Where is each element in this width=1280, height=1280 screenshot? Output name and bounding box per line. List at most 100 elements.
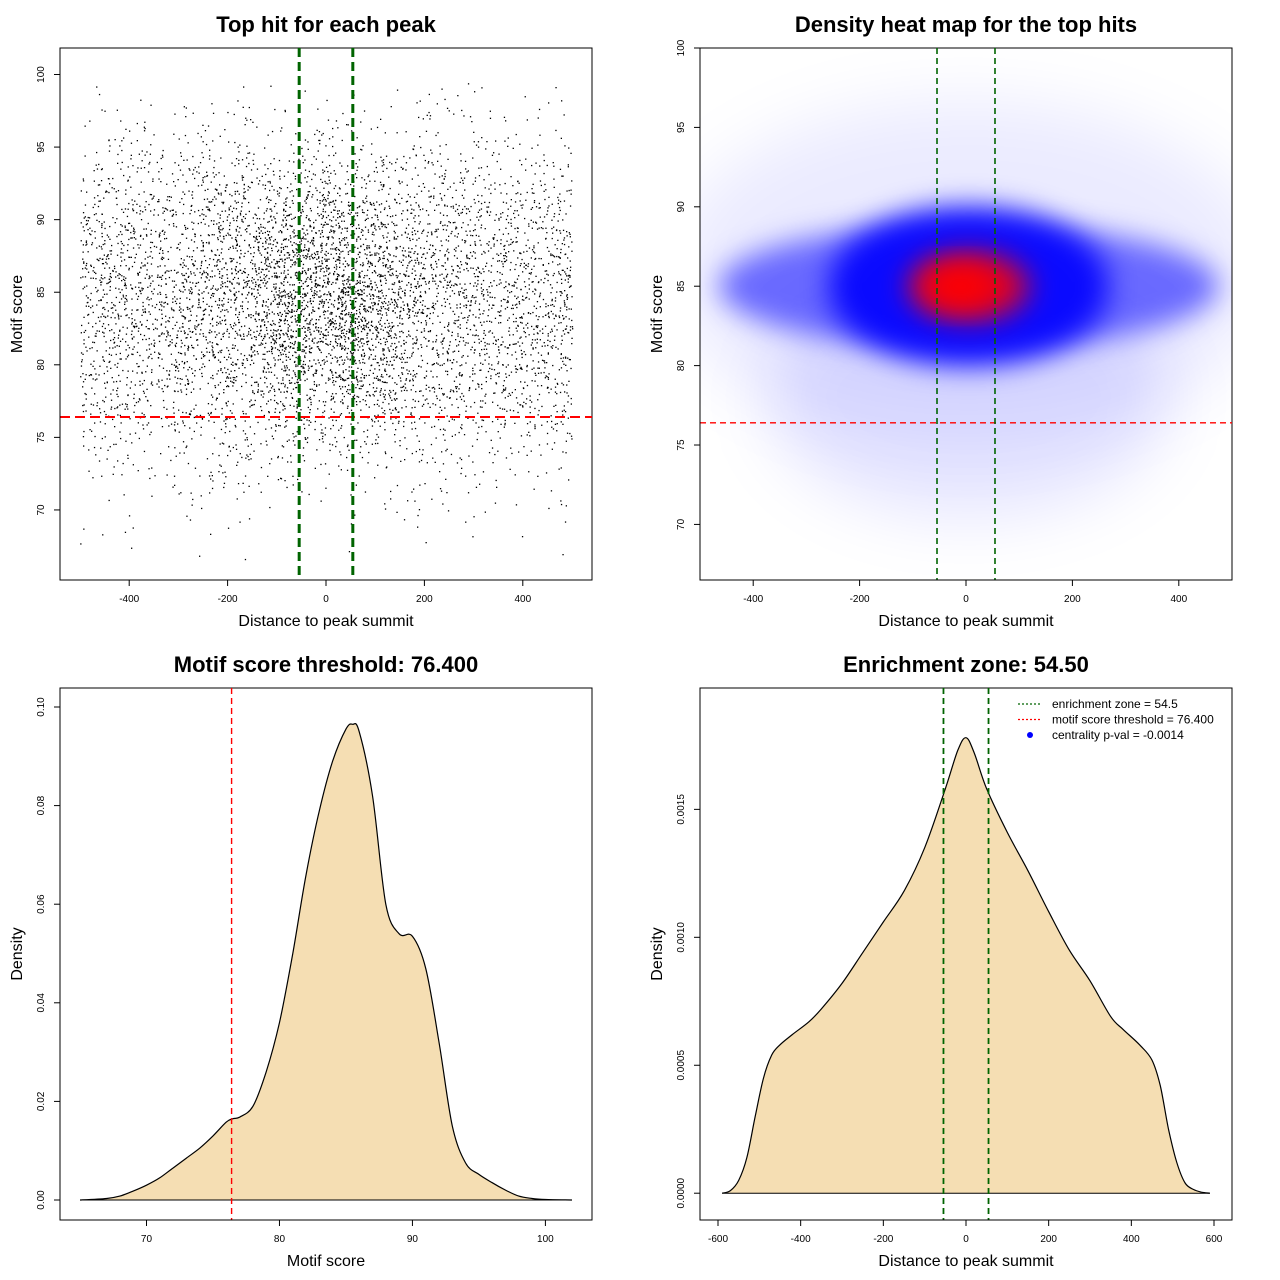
data-point <box>307 195 309 197</box>
data-point <box>454 221 456 224</box>
data-point <box>159 301 161 303</box>
data-point <box>304 270 306 272</box>
data-point <box>358 236 360 238</box>
data-point <box>281 127 283 129</box>
data-point <box>260 344 262 346</box>
data-point <box>439 222 442 224</box>
data-point <box>491 307 493 309</box>
data-point <box>134 231 136 233</box>
data-point <box>369 251 371 253</box>
data-point <box>303 423 305 425</box>
data-point <box>569 276 571 278</box>
data-point <box>343 436 345 439</box>
data-point <box>193 265 195 267</box>
data-point <box>399 445 401 447</box>
data-point <box>466 262 468 265</box>
data-point <box>246 294 249 296</box>
data-point <box>538 281 540 283</box>
data-point <box>162 212 164 214</box>
data-point <box>565 364 567 366</box>
data-point <box>316 251 318 253</box>
data-point <box>96 330 98 332</box>
data-point <box>221 442 224 444</box>
data-point <box>514 295 516 297</box>
data-point <box>237 201 239 203</box>
data-point <box>256 351 258 353</box>
data-point <box>173 475 176 477</box>
data-point <box>177 330 179 332</box>
data-point <box>326 268 328 270</box>
data-point <box>491 447 494 449</box>
data-point <box>295 248 297 250</box>
data-point <box>87 297 89 299</box>
data-point <box>454 434 456 436</box>
data-point <box>271 352 273 355</box>
data-point <box>457 233 459 235</box>
data-point <box>481 195 483 197</box>
data-point <box>310 352 312 354</box>
data-point <box>357 349 359 351</box>
data-point <box>520 252 522 255</box>
data-point <box>420 322 422 324</box>
data-point <box>167 258 170 260</box>
data-point <box>260 230 262 232</box>
data-point <box>163 257 165 259</box>
data-point <box>98 163 100 166</box>
data-point <box>239 257 241 259</box>
data-point <box>328 202 330 204</box>
data-point <box>136 309 138 311</box>
data-point <box>378 296 380 298</box>
data-point <box>423 277 425 279</box>
data-point <box>299 379 301 381</box>
data-point <box>210 310 212 312</box>
data-point <box>515 282 517 284</box>
data-point <box>173 364 175 366</box>
data-point <box>551 304 554 306</box>
data-point <box>367 209 369 211</box>
data-point <box>133 336 135 338</box>
data-point <box>299 255 301 257</box>
data-point <box>437 315 439 317</box>
data-point <box>319 202 321 204</box>
data-point <box>473 273 475 275</box>
data-point <box>357 247 359 249</box>
data-point <box>422 278 424 280</box>
data-point <box>453 182 455 184</box>
data-point <box>435 334 438 337</box>
data-point <box>438 354 440 356</box>
data-point <box>227 368 229 371</box>
data-point <box>502 263 504 265</box>
data-point <box>104 110 106 112</box>
data-point <box>151 369 153 371</box>
data-point <box>562 451 564 453</box>
data-point <box>209 210 211 212</box>
data-point <box>402 358 405 360</box>
data-point <box>187 348 189 350</box>
data-point <box>268 309 270 311</box>
data-point <box>562 423 564 425</box>
data-point <box>407 308 409 310</box>
data-point <box>382 295 384 297</box>
data-point <box>166 386 168 388</box>
data-point <box>89 299 92 301</box>
data-point <box>182 285 185 288</box>
data-point <box>152 180 154 182</box>
data-point <box>534 424 536 426</box>
data-point <box>464 205 466 208</box>
data-point <box>405 256 407 258</box>
data-point <box>523 266 525 268</box>
data-point <box>190 287 192 289</box>
data-point <box>248 518 251 520</box>
data-point <box>439 406 441 408</box>
data-point <box>305 258 307 260</box>
data-point <box>475 269 478 271</box>
data-point <box>285 353 287 356</box>
data-point <box>405 341 407 344</box>
data-point <box>546 232 548 234</box>
data-point <box>99 421 102 423</box>
data-point <box>327 252 329 254</box>
data-point <box>392 389 394 392</box>
data-point <box>332 226 334 228</box>
data-point <box>125 403 127 405</box>
data-point <box>121 161 123 164</box>
